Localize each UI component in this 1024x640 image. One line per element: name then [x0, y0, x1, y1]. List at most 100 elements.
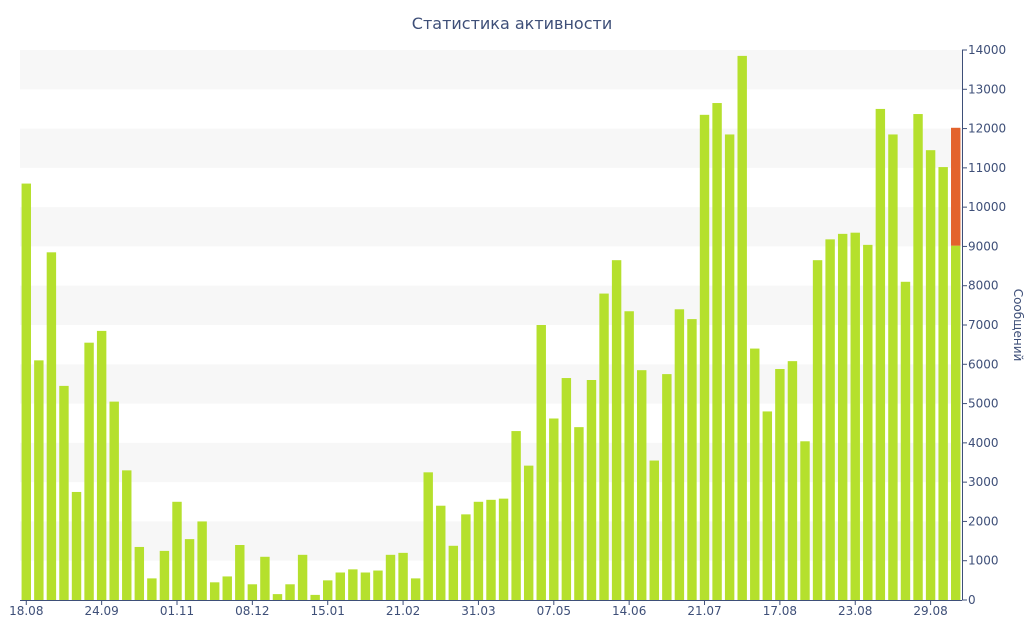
bar-s0-42	[549, 418, 559, 600]
y-tick-label: 0	[968, 593, 976, 607]
x-tick-label: 18.08	[9, 604, 43, 618]
bar-s0-4	[71, 491, 82, 600]
bar-s0-73	[938, 167, 948, 600]
x-tick-label: 23.08	[838, 604, 872, 618]
grid-band	[20, 207, 962, 247]
bar-s0-10	[147, 578, 157, 600]
grid-band	[20, 128, 962, 168]
bar-s0-27	[360, 572, 371, 600]
bar-s0-18	[247, 584, 258, 600]
bar-s0-41	[536, 325, 546, 600]
bar-s0-9	[134, 546, 145, 600]
bar-s0-61	[787, 361, 798, 600]
bar-s0-49	[637, 370, 647, 600]
bar-s0-5	[84, 342, 94, 600]
bar-s0-69	[888, 134, 898, 600]
y-ticks: 0 1000 2000 3000 4000 5000 6000 7000 8000 9000 100…	[962, 43, 1006, 607]
bar-s0-2	[46, 252, 57, 600]
y-tick-label: 9000	[968, 239, 999, 253]
bar-s0-60	[775, 369, 785, 600]
bar-s0-29	[385, 554, 396, 600]
y-tick-label: 8000	[968, 279, 999, 293]
bar-s0-47	[611, 260, 622, 600]
bar-s0-35	[461, 514, 471, 600]
y-tick-label: 7000	[968, 318, 999, 332]
y-axis-label: Сообщений	[1011, 289, 1024, 362]
bar-s0-31	[410, 578, 421, 600]
bar-s0-0	[21, 183, 31, 600]
bar-s0-70	[900, 281, 911, 600]
bar-s0-20	[272, 594, 283, 600]
bar-s0-52	[674, 309, 685, 600]
x-tick-label: 08.12	[235, 604, 269, 618]
bar-s0-71	[913, 114, 923, 600]
y-tick-label: 5000	[968, 397, 999, 411]
x-ticks: 18.08 24.09 01.11 08.12 15.01 21.02 31.03 07.05…	[9, 600, 948, 618]
bar-s0-7	[109, 401, 119, 600]
bar-s0-51	[662, 374, 672, 600]
bar-s0-56	[724, 134, 735, 600]
grid-band	[20, 50, 962, 90]
bars	[21, 55, 961, 601]
x-tick-label: 07.05	[537, 604, 571, 618]
bar-s0-62	[800, 441, 810, 600]
bar-s0-13	[184, 539, 195, 600]
bar-s0-39	[511, 431, 521, 600]
bar-s0-66	[850, 232, 860, 600]
bar-s0-72	[925, 150, 936, 600]
bar-s0-54	[699, 114, 710, 600]
bar-s0-65	[837, 233, 848, 601]
bar-s0-30	[398, 552, 408, 600]
y-tick-label: 6000	[968, 357, 999, 371]
y-tick-label: 12000	[968, 122, 1006, 136]
y-tick-label: 2000	[968, 514, 999, 528]
bar-s0-14	[197, 521, 207, 600]
x-tick-label: 21.07	[687, 604, 721, 618]
grid-band	[20, 285, 962, 325]
bar-s0-28	[373, 570, 383, 600]
bar-s0-25	[335, 572, 345, 600]
y-tick-label: 10000	[968, 200, 1006, 214]
bar-s0-44	[574, 427, 584, 600]
bar-s1-74	[951, 127, 961, 246]
y-tick-label: 11000	[968, 161, 1006, 175]
bar-s0-48	[624, 311, 634, 600]
bar-s0-16	[222, 576, 232, 600]
bar-s0-74	[951, 245, 961, 600]
x-tick-label: 29.08	[913, 604, 947, 618]
bar-s0-34	[448, 545, 459, 600]
y-tick-label: 4000	[968, 436, 999, 450]
bar-s0-63	[812, 260, 823, 600]
bar-s0-58	[750, 348, 760, 600]
bar-s0-68	[875, 108, 886, 601]
bar-s0-38	[498, 498, 509, 600]
x-tick-label: 01.11	[160, 604, 194, 618]
bar-s0-23	[310, 594, 320, 600]
bar-s0-6	[96, 330, 107, 600]
bar-s0-43	[561, 378, 572, 600]
bar-s0-33	[436, 505, 446, 600]
chart-title: Статистика активности	[411, 14, 613, 33]
bar-s0-37	[486, 499, 496, 600]
bar-s0-67	[863, 244, 873, 601]
x-tick-label: 14.06	[612, 604, 646, 618]
bar-s0-17	[235, 545, 245, 600]
bar-s0-46	[599, 293, 609, 600]
bar-s0-12	[172, 501, 182, 600]
y-tick-label: 13000	[968, 82, 1006, 96]
bar-s0-50	[649, 460, 659, 600]
bar-s0-36	[473, 501, 484, 600]
bar-s0-3	[59, 385, 69, 600]
bar-s0-21	[285, 584, 295, 600]
y-tick-label: 14000	[968, 43, 1006, 57]
bar-s0-24	[323, 580, 333, 600]
bar-s0-40	[523, 465, 534, 600]
grid-band	[20, 364, 962, 404]
bar-s0-59	[762, 411, 773, 600]
bar-s0-8	[122, 470, 132, 600]
bar-s0-19	[260, 556, 270, 600]
bar-s0-57	[737, 55, 747, 600]
bar-s0-53	[687, 319, 697, 600]
x-tick-label: 24.09	[84, 604, 118, 618]
